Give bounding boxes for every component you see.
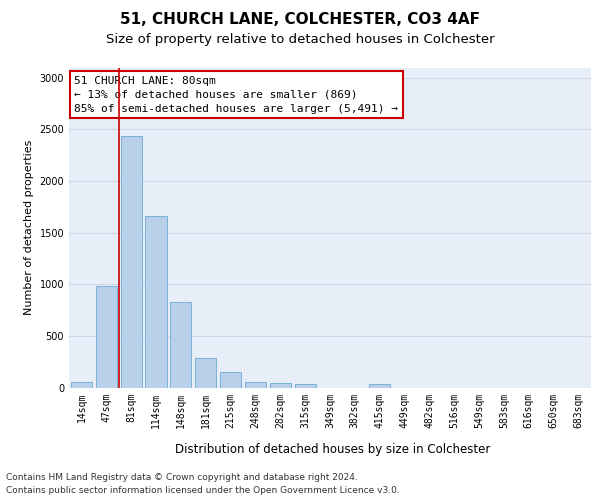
Bar (71, 382, 92, 388)
Text: Size of property relative to detached houses in Colchester: Size of property relative to detached ho… (106, 32, 494, 46)
Bar (96, 286, 117, 388)
Text: 51 CHURCH LANE: 80sqm
← 13% of detached houses are smaller (869)
85% of semi-det: 51 CHURCH LANE: 80sqm ← 13% of detached … (74, 76, 398, 114)
Bar (145, 216, 167, 388)
Text: 51, CHURCH LANE, COLCHESTER, CO3 4AF: 51, CHURCH LANE, COLCHESTER, CO3 4AF (120, 12, 480, 28)
Text: Distribution of detached houses by size in Colchester: Distribution of detached houses by size … (175, 442, 491, 456)
Bar (295, 384, 316, 388)
Bar (369, 384, 390, 388)
Text: Contains public sector information licensed under the Open Government Licence v3: Contains public sector information licen… (6, 486, 400, 495)
Bar (121, 136, 142, 388)
Text: Contains HM Land Registry data © Crown copyright and database right 2024.: Contains HM Land Registry data © Crown c… (6, 472, 358, 482)
Bar (170, 302, 191, 388)
Bar (270, 384, 291, 388)
Bar (220, 372, 241, 388)
Bar (195, 358, 216, 388)
Y-axis label: Number of detached properties: Number of detached properties (24, 140, 34, 315)
Bar (245, 382, 266, 388)
